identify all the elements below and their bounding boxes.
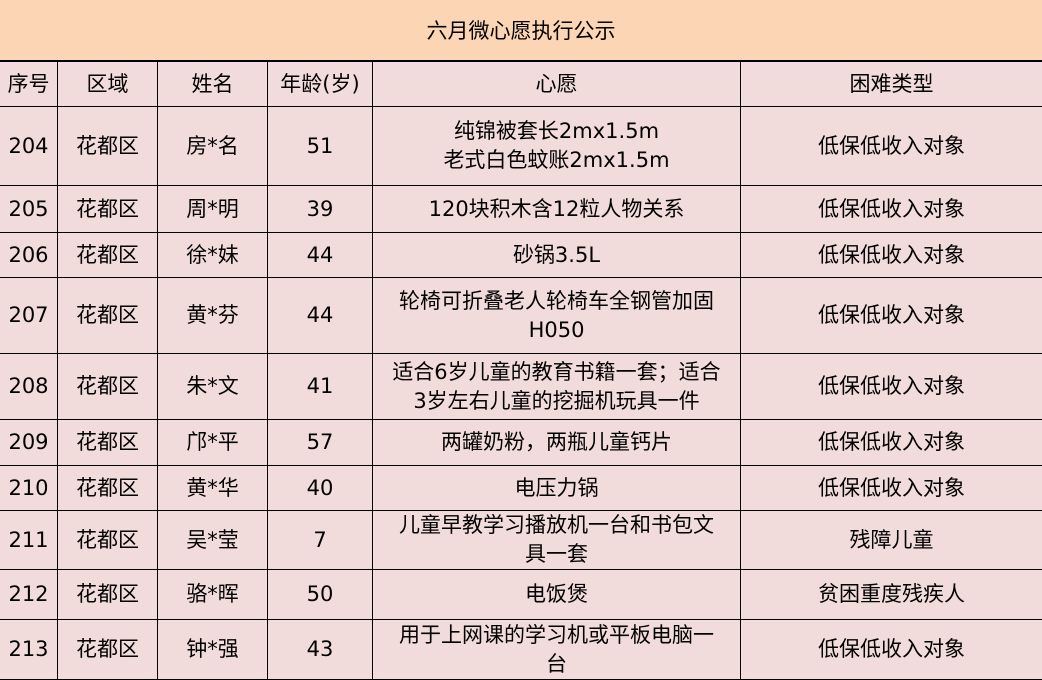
cell-area: 花都区	[58, 186, 158, 233]
cell-no: 212	[0, 570, 58, 620]
cell-area: 花都区	[58, 620, 158, 680]
column-header-type: 困难类型	[741, 62, 1042, 107]
cell-name: 邝*平	[158, 420, 268, 466]
cell-age: 43	[268, 620, 373, 680]
cell-wish: 120块积木含12粒人物关系	[373, 186, 741, 233]
page-title: 六月微心愿执行公示	[0, 0, 1042, 61]
column-header-wish: 心愿	[373, 62, 741, 107]
cell-wish: 用于上网课的学习机或平板电脑一 台	[373, 620, 741, 680]
cell-name: 黄*华	[158, 466, 268, 511]
cell-no: 207	[0, 278, 58, 354]
cell-type: 低保低收入对象	[741, 107, 1042, 186]
cell-name: 吴*莹	[158, 511, 268, 570]
cell-no: 204	[0, 107, 58, 186]
column-header-no: 序号	[0, 62, 58, 107]
cell-name: 周*明	[158, 186, 268, 233]
cell-area: 花都区	[58, 570, 158, 620]
cell-age: 39	[268, 186, 373, 233]
cell-area: 花都区	[58, 511, 158, 570]
cell-type: 低保低收入对象	[741, 233, 1042, 278]
cell-age: 41	[268, 354, 373, 420]
cell-area: 花都区	[58, 466, 158, 511]
cell-wish: 两罐奶粉，两瓶儿童钙片	[373, 420, 741, 466]
cell-wish: 适合6岁儿童的教育书籍一套；适合 3岁左右儿童的挖掘机玩具一件	[373, 354, 741, 420]
cell-type: 残障儿童	[741, 511, 1042, 570]
column-header-age: 年龄(岁)	[268, 62, 373, 107]
cell-age: 51	[268, 107, 373, 186]
cell-type: 低保低收入对象	[741, 466, 1042, 511]
cell-wish: 电饭煲	[373, 570, 741, 620]
column-header-area: 区域	[58, 62, 158, 107]
cell-type: 低保低收入对象	[741, 186, 1042, 233]
cell-age: 7	[268, 511, 373, 570]
cell-area: 花都区	[58, 233, 158, 278]
cell-type: 低保低收入对象	[741, 278, 1042, 354]
cell-no: 208	[0, 354, 58, 420]
cell-age: 40	[268, 466, 373, 511]
cell-area: 花都区	[58, 354, 158, 420]
cell-type: 低保低收入对象	[741, 420, 1042, 466]
cell-name: 房*名	[158, 107, 268, 186]
cell-age: 44	[268, 278, 373, 354]
cell-no: 213	[0, 620, 58, 680]
cell-age: 57	[268, 420, 373, 466]
cell-wish: 电压力锅	[373, 466, 741, 511]
cell-no: 205	[0, 186, 58, 233]
table-header-row: 序号 区域 姓名 年龄(岁) 心愿 困难类型	[0, 62, 1042, 107]
cell-wish: 纯锦被套长2mx1.5m 老式白色蚊账2mx1.5m	[373, 107, 741, 186]
cell-no: 209	[0, 420, 58, 466]
cell-type: 贫困重度残疾人	[741, 570, 1042, 620]
cell-no: 211	[0, 511, 58, 570]
cell-name: 朱*文	[158, 354, 268, 420]
cell-wish: 砂锅3.5L	[373, 233, 741, 278]
column-header-name: 姓名	[158, 62, 268, 107]
cell-type: 低保低收入对象	[741, 620, 1042, 680]
cell-type: 低保低收入对象	[741, 354, 1042, 420]
cell-name: 钟*强	[158, 620, 268, 680]
cell-age: 50	[268, 570, 373, 620]
cell-area: 花都区	[58, 420, 158, 466]
cell-name: 黄*芬	[158, 278, 268, 354]
cell-area: 花都区	[58, 107, 158, 186]
cell-name: 骆*晖	[158, 570, 268, 620]
cell-wish: 轮椅可折叠老人轮椅车全钢管加固 H050	[373, 278, 741, 354]
cell-no: 206	[0, 233, 58, 278]
cell-age: 44	[268, 233, 373, 278]
cell-no: 210	[0, 466, 58, 511]
cell-wish: 儿童早教学习播放机一台和书包文 具一套	[373, 511, 741, 570]
cell-name: 徐*妹	[158, 233, 268, 278]
cell-area: 花都区	[58, 278, 158, 354]
